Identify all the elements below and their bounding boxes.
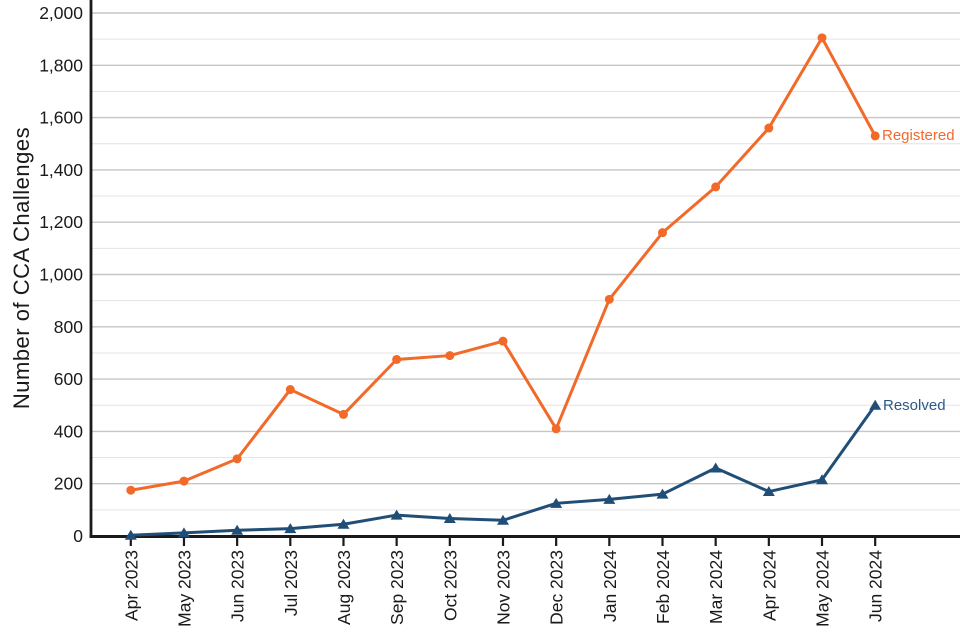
registered-marker bbox=[232, 454, 242, 464]
x-tick-label: Oct 2023 bbox=[440, 550, 460, 621]
axis-tick-labels: 0 200 400 600 800 1,000 1,200 1,400 1,600 1,800 2,… bbox=[39, 3, 885, 627]
x-tick-label: Sep 2023 bbox=[387, 550, 407, 625]
resolved-marker bbox=[284, 523, 297, 534]
x-tick-label: Feb 2024 bbox=[653, 550, 673, 624]
y-tick-label: 1,000 bbox=[39, 265, 83, 285]
x-tick-label: Jan 2024 bbox=[600, 550, 620, 622]
y-tick-label: 2,000 bbox=[39, 3, 83, 23]
x-tick-label: Aug 2023 bbox=[334, 550, 354, 625]
x-tick-label: Mar 2024 bbox=[706, 550, 726, 624]
resolved-marker bbox=[762, 486, 775, 497]
registered-marker bbox=[817, 33, 827, 43]
y-tick-label: 400 bbox=[54, 421, 83, 441]
registered-marker bbox=[338, 409, 348, 419]
resolved-marker bbox=[869, 399, 882, 410]
series-label-registered: Registered bbox=[882, 127, 955, 144]
registered-marker bbox=[498, 336, 508, 346]
y-tick-label: 800 bbox=[54, 317, 83, 337]
series-label-resolved: Resolved bbox=[883, 397, 946, 414]
resolved-marker bbox=[603, 493, 616, 504]
registered-marker bbox=[179, 476, 189, 486]
resolved-marker bbox=[709, 462, 722, 473]
resolved-marker bbox=[231, 524, 244, 535]
data-series bbox=[124, 33, 882, 540]
registered-line bbox=[129, 36, 877, 492]
axes bbox=[89, 0, 960, 546]
resolved-marker bbox=[816, 474, 829, 485]
registered-marker bbox=[445, 351, 455, 361]
resolved-marker bbox=[656, 488, 669, 499]
x-tick-label: Apr 2024 bbox=[759, 550, 779, 621]
x-tick-label: Nov 2023 bbox=[493, 550, 513, 625]
resolved-marker bbox=[124, 529, 137, 540]
resolved-marker bbox=[496, 514, 509, 525]
resolved-marker bbox=[337, 518, 350, 529]
y-tick-label: 0 bbox=[73, 526, 83, 546]
registered-marker bbox=[392, 354, 402, 364]
resolved-marker bbox=[443, 512, 456, 523]
x-tick-label: May 2024 bbox=[813, 550, 833, 627]
registered-marker bbox=[870, 131, 880, 141]
registered-marker bbox=[604, 294, 614, 304]
x-tick-label: Apr 2023 bbox=[121, 550, 141, 621]
registered-marker bbox=[285, 385, 295, 395]
registered-marker bbox=[764, 123, 774, 133]
registered-marker bbox=[551, 424, 561, 434]
x-tick-label: Jul 2023 bbox=[281, 550, 301, 616]
registered-marker bbox=[711, 182, 721, 192]
x-tick-label: May 2023 bbox=[174, 550, 194, 627]
y-tick-label: 1,200 bbox=[39, 212, 83, 232]
resolved-marker bbox=[177, 527, 190, 538]
gridlines bbox=[92, 12, 960, 511]
y-tick-label: 1,800 bbox=[39, 55, 83, 75]
x-tick-label: Dec 2023 bbox=[547, 550, 567, 625]
y-tick-label: 1,600 bbox=[39, 108, 83, 128]
y-tick-label: 1,400 bbox=[39, 160, 83, 180]
resolved-marker bbox=[550, 497, 563, 508]
x-tick-label: Jun 2023 bbox=[228, 550, 248, 622]
x-tick-label: Jun 2024 bbox=[866, 550, 886, 622]
registered-marker bbox=[126, 485, 136, 495]
registered-marker bbox=[658, 228, 667, 238]
y-tick-label: 200 bbox=[54, 474, 83, 494]
resolved-marker bbox=[390, 509, 403, 520]
y-tick-label: 600 bbox=[54, 369, 83, 389]
